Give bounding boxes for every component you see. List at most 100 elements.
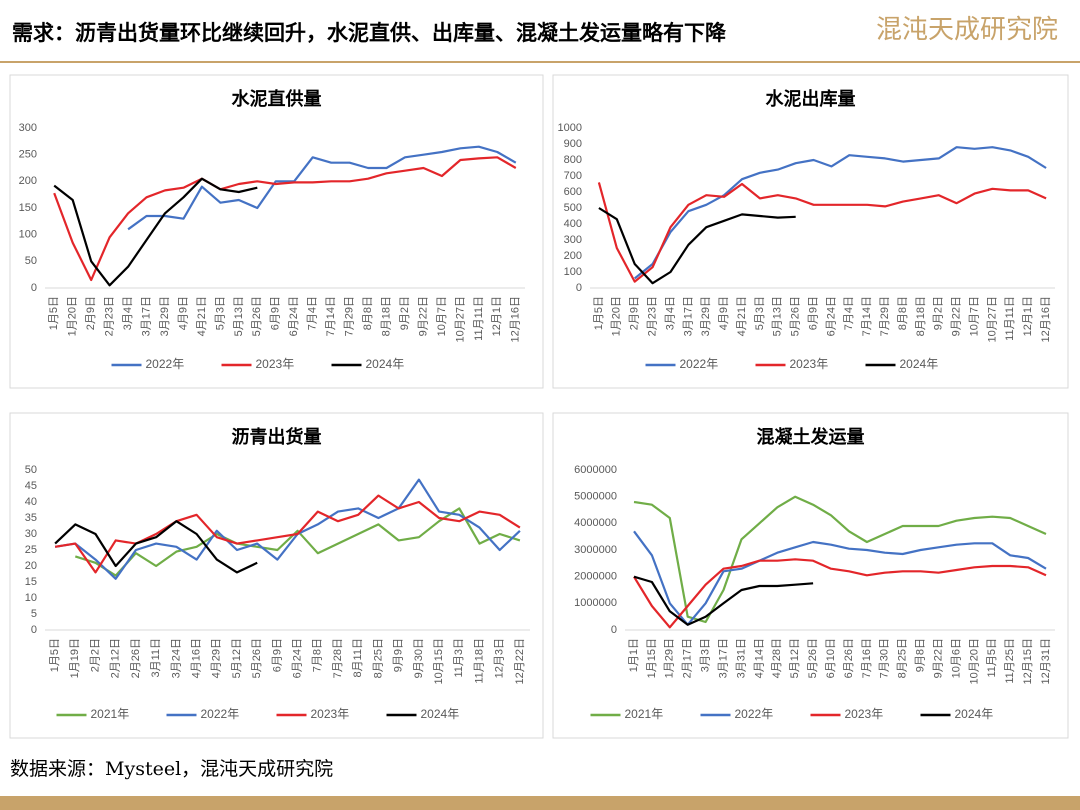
legend-label: 2022年 [146,357,185,371]
y-tick-label: 1000 [558,122,582,134]
x-tick-label: 9月2日 [399,296,411,330]
x-tick-label: 3月29日 [700,296,712,336]
x-tick-label: 3月11日 [150,638,162,678]
y-tick-label: 0 [576,282,582,294]
x-tick-label: 7月30日 [879,638,891,678]
series-line [53,156,517,282]
x-tick-label: 7月4日 [307,296,319,330]
x-tick-label: 11月18日 [473,638,485,684]
y-tick-label: 50 [25,464,37,476]
chart-title: 沥青出货量 [232,426,322,448]
page-title: 需求：沥青出货量环比继续回升，水泥直供、出库量、混凝土发运量略有下降 [12,20,727,45]
x-tick-label: 8月25日 [897,638,909,678]
chart-panel [9,74,544,389]
series-line [633,495,1047,624]
x-tick-label: 6月10日 [825,638,837,678]
x-tick-label: 3月4日 [122,296,134,330]
legend-label: 2022年 [735,707,774,721]
x-tick-label: 9月2日 [933,296,945,330]
x-tick-label: 10月7日 [436,296,448,336]
y-tick-label: 0 [31,282,37,294]
x-tick-label: 5月26日 [807,638,819,678]
chart-title: 水泥出库量 [766,88,856,110]
x-tick-label: 12月22日 [514,638,526,684]
x-tick-label: 9月30日 [413,638,425,678]
x-tick-label: 12月16日 [1040,296,1052,342]
x-tick-label: 11月3日 [453,638,465,678]
y-tick-label: 200 [19,175,37,187]
x-tick-label: 10月20日 [968,638,980,684]
legend-label: 2022年 [680,357,719,371]
chart-panel [552,74,1069,389]
source-note: 数据来源：Mysteel，混沌天成研究院 [10,758,333,780]
x-tick-label: 1月5日 [593,296,605,330]
y-tick-label: 900 [564,138,582,150]
y-tick-label: 40 [25,496,37,508]
x-tick-label: 2月17日 [682,638,694,678]
x-tick-label: 5月12日 [789,638,801,678]
x-tick-label: 9月22日 [932,638,944,678]
chart-title: 混凝土发运量 [757,426,865,448]
x-tick-label: 12月31日 [1040,638,1052,684]
x-tick-label: 7月14日 [861,296,873,336]
x-tick-label: 12月1日 [491,296,503,336]
x-tick-label: 3月4日 [664,296,676,330]
x-tick-label: 8月11日 [352,638,364,678]
y-tick-label: 250 [19,149,37,161]
x-tick-label: 9月8日 [915,638,927,672]
x-tick-label: 12月3日 [494,638,506,678]
x-tick-label: 7月4日 [843,296,855,330]
x-tick-label: 6月24日 [292,638,304,678]
x-tick-label: 11月11日 [1004,296,1016,341]
y-tick-label: 3000000 [574,544,617,556]
series-line [598,207,796,285]
x-tick-label: 1月15日 [646,638,658,678]
footer-bar [0,796,1080,810]
x-tick-label: 6月9日 [270,296,282,330]
x-tick-label: 3月17日 [682,296,694,336]
y-tick-label: 100 [564,266,582,278]
x-tick-label: 4月29日 [211,638,223,678]
legend-label: 2022年 [201,707,240,721]
legend-label: 2024年 [900,357,939,371]
x-tick-label: 1月1日 [628,638,640,672]
y-tick-label: 0 [31,624,37,636]
legend-label: 2024年 [955,707,994,721]
x-tick-label: 3月17日 [140,296,152,336]
x-tick-label: 11月25日 [1004,638,1016,684]
x-tick-label: 6月24日 [288,296,300,336]
x-tick-label: 2月2日 [89,638,101,672]
x-tick-label: 9月22日 [417,296,429,336]
y-tick-label: 150 [19,202,37,214]
y-tick-label: 15 [25,576,37,588]
y-tick-label: 2000000 [574,571,617,583]
x-tick-label: 5月13日 [233,296,245,336]
x-tick-label: 6月24日 [825,296,837,336]
x-tick-label: 10月15日 [433,638,445,684]
x-tick-label: 3月29日 [159,296,171,336]
legend-label: 2024年 [421,707,460,721]
y-tick-label: 1000000 [574,597,617,609]
x-tick-label: 1月20日 [67,296,79,336]
legend-label: 2023年 [256,357,295,371]
x-tick-label: 6月26日 [843,638,855,678]
x-tick-label: 4月9日 [177,296,189,330]
x-tick-label: 7月28日 [332,638,344,678]
y-tick-label: 50 [25,255,37,267]
x-tick-label: 8月8日 [362,296,374,330]
x-tick-label: 5月26日 [790,296,802,336]
chart-panel [9,412,544,739]
chart-title: 水泥直供量 [232,88,322,110]
x-tick-label: 12月16日 [510,296,522,342]
y-tick-label: 700 [564,170,582,182]
y-tick-label: 45 [25,480,37,492]
x-tick-label: 2月9日 [629,296,641,330]
y-tick-label: 25 [25,544,37,556]
x-tick-label: 4月16日 [190,638,202,678]
y-tick-label: 300 [564,234,582,246]
x-tick-label: 7月14日 [325,296,337,336]
y-tick-label: 200 [564,250,582,262]
y-tick-label: 10 [25,592,37,604]
series-line [53,177,258,287]
